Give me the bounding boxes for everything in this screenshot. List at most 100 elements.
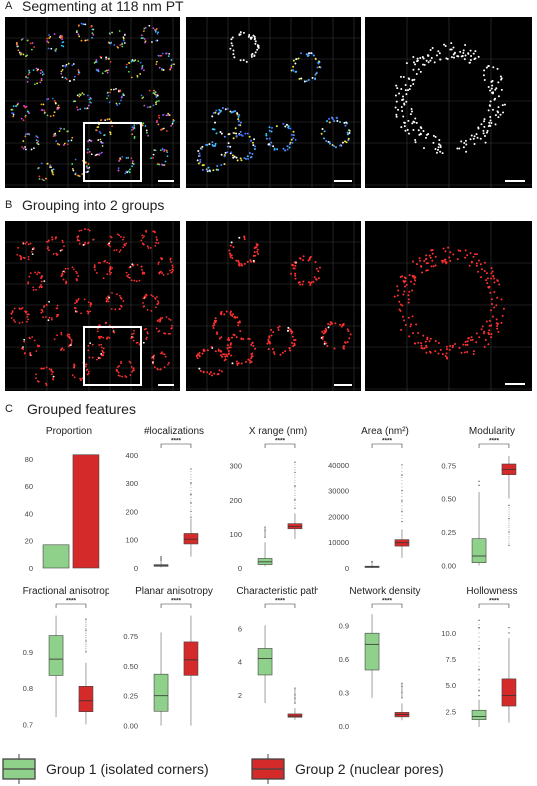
significance-bracket <box>160 443 192 448</box>
y-tick-label: 200 <box>125 507 138 516</box>
outlier-point <box>478 690 480 692</box>
outlier-point <box>401 517 403 519</box>
outlier-point <box>401 500 403 502</box>
significance-label: **** <box>489 438 500 445</box>
outlier-point <box>478 624 480 625</box>
significance-bracket <box>160 603 192 608</box>
outlier-point <box>478 484 480 487</box>
outlier-point <box>190 476 192 478</box>
outlier-point <box>478 653 480 655</box>
outlier-point <box>294 502 296 504</box>
outlier-point <box>401 690 403 692</box>
box <box>501 678 517 707</box>
feature-plot: Modularity 0.00 0.25 0.50 0.75 **** <box>441 426 517 570</box>
box <box>471 709 487 720</box>
outlier-point <box>294 466 296 468</box>
y-tick-label: 300 <box>229 462 242 471</box>
outlier-point <box>160 556 162 558</box>
outlier-point <box>401 686 403 688</box>
outlier-point <box>190 500 192 502</box>
outlier-point <box>401 691 403 693</box>
outlier-point <box>508 513 510 515</box>
box <box>287 713 303 718</box>
outlier-point <box>294 487 296 489</box>
outlier-point <box>190 503 192 505</box>
panel-a-image-overview <box>5 17 180 188</box>
outlier-point <box>190 479 192 481</box>
outlier-point <box>401 686 403 688</box>
feature-plot: Proportion 0 20 40 60 80 <box>25 426 100 573</box>
localization-points <box>196 31 351 173</box>
outlier-point <box>401 508 403 510</box>
outlier-point <box>508 540 510 542</box>
significance-label: **** <box>382 598 393 605</box>
outlier-point <box>294 472 296 473</box>
outlier-point <box>85 638 87 640</box>
outlier-point <box>294 694 296 696</box>
y-tick-label: 4 <box>238 658 242 667</box>
y-tick-label: 2 <box>238 691 242 700</box>
outlier-point <box>478 670 480 671</box>
outlier-point <box>401 495 403 497</box>
feature-plot: Fractional anisotropy 0.7 0.8 0.9 **** <box>23 586 109 729</box>
outlier-point <box>508 522 510 524</box>
outlier-point <box>190 492 192 494</box>
y-tick-label: 0 <box>134 564 138 573</box>
panel-a-letter: A <box>5 0 13 12</box>
outlier-point <box>85 647 87 649</box>
outlier-point <box>294 690 296 692</box>
outlier-point <box>371 560 373 563</box>
significance-bracket <box>55 603 87 608</box>
outlier-point <box>85 622 87 624</box>
outlier-point <box>508 542 510 544</box>
grid-lines <box>365 221 532 391</box>
outlier-point <box>294 469 296 471</box>
outlier-point <box>478 644 480 646</box>
y-tick-label: 0.3 <box>339 688 349 697</box>
legend-label: Group 2 (nuclear pores) <box>295 761 444 777</box>
outlier-point <box>401 470 403 472</box>
outlier-point <box>85 631 87 633</box>
box <box>364 632 380 671</box>
outlier-point <box>294 697 296 699</box>
significance-label: **** <box>275 438 286 445</box>
significance-bracket <box>371 443 403 448</box>
plot-title: #localizations <box>144 426 204 437</box>
localization-points <box>394 42 506 155</box>
panel-b-image-overview <box>5 221 180 391</box>
feature-plot: Network density 0.0 0.3 0.6 0.9 **** <box>339 586 421 731</box>
scale-bar <box>505 180 525 182</box>
grid-lines <box>365 17 532 188</box>
grid-lines <box>186 17 361 188</box>
outlier-point <box>85 633 87 635</box>
panel-a-image-zoom <box>186 17 361 188</box>
y-tick-label: 0.9 <box>339 621 349 630</box>
plot-title: Hollowness <box>466 586 517 597</box>
outlier-point <box>478 480 480 483</box>
panel-a-image-detail <box>365 17 532 188</box>
box <box>183 533 199 545</box>
outlier-point <box>508 527 510 529</box>
outlier-point <box>294 492 296 494</box>
outlier-point <box>190 481 192 483</box>
grid-lines <box>186 221 361 391</box>
significance-label: **** <box>171 438 182 445</box>
plot-title: X range (nm) <box>249 426 307 437</box>
outlier-point <box>294 696 296 698</box>
outlier-point <box>401 692 403 694</box>
panel-c-title: Grouped features <box>27 401 136 417</box>
y-tick-label: 2.5 <box>446 707 456 716</box>
outlier-point <box>190 516 192 518</box>
y-tick-label: 0.50 <box>441 495 456 504</box>
localization-points <box>10 228 175 386</box>
outlier-point <box>85 629 87 631</box>
outlier-point <box>294 484 296 486</box>
legend-group-2: Group 2 (nuclear pores) <box>249 752 444 786</box>
outlier-point <box>190 497 192 499</box>
zoom-region-box <box>83 326 142 386</box>
outlier-point <box>190 482 192 484</box>
outlier-point <box>478 661 480 663</box>
outlier-point <box>294 689 296 691</box>
outlier-point <box>478 657 480 659</box>
panel-b-title: Grouping into 2 groups <box>22 197 165 213</box>
